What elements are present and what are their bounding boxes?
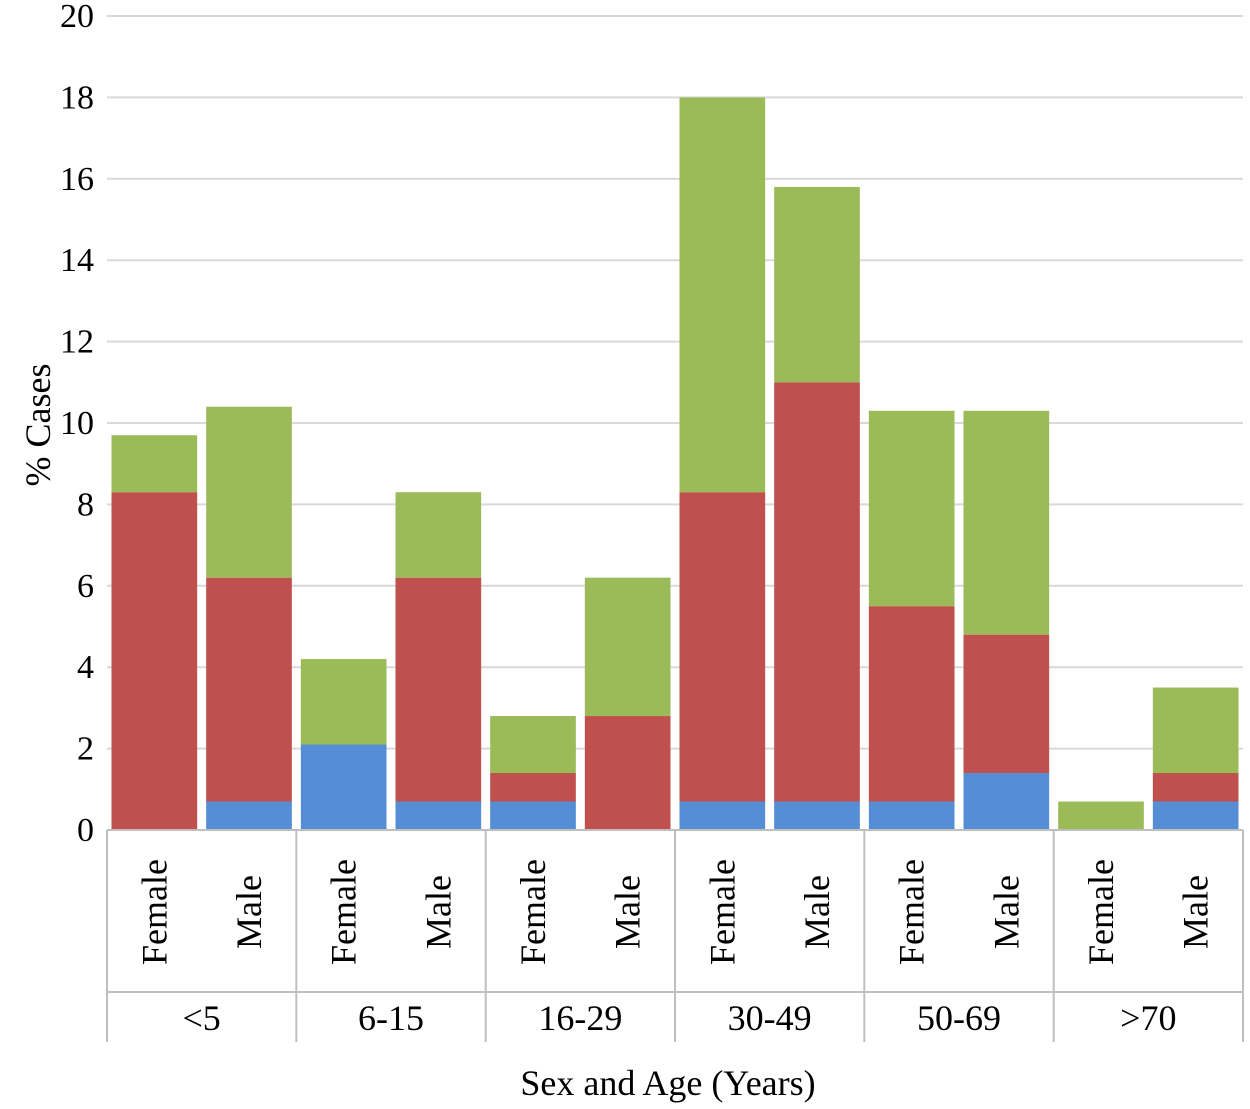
y-tick-label: 10 — [60, 405, 94, 442]
bar-segment-series-2 — [774, 186, 860, 383]
x-category-label: Male — [608, 875, 648, 949]
bar-segment-series-1 — [490, 773, 576, 802]
x-group-label: <5 — [183, 998, 221, 1038]
gridlines — [107, 15, 1243, 831]
x-group-label: 16-29 — [538, 998, 622, 1038]
x-category-label: Female — [513, 859, 553, 965]
bar-segment-series-2 — [490, 716, 576, 774]
bar-segment-series-0 — [395, 801, 482, 830]
bar-segment-series-1 — [206, 577, 292, 802]
y-tick-label: 4 — [77, 649, 94, 686]
axes: 0 2 4 6 8 10 12 14 16 18 20 Female Male Female Male Fem… — [60, 0, 1244, 1042]
y-tick-label: 12 — [60, 324, 94, 361]
bar-segment-series-2 — [300, 659, 387, 745]
x-category-label: Female — [1081, 859, 1121, 965]
x-group-label: 6-15 — [358, 998, 424, 1038]
y-tick-label: 14 — [60, 242, 94, 279]
x-category-label: Female — [702, 859, 742, 965]
bar-segment-series-2 — [206, 406, 292, 578]
bar-segment-series-2 — [584, 577, 671, 717]
y-tick-label: 20 — [60, 0, 94, 35]
x-group-label: >70 — [1120, 998, 1176, 1038]
bar-segment-series-0 — [206, 801, 292, 830]
bar-segment-series-2 — [963, 410, 1050, 635]
y-tick-label: 0 — [77, 812, 94, 849]
x-category-label: Male — [797, 875, 837, 949]
bar-segment-series-2 — [395, 492, 482, 578]
x-category-label: Female — [324, 859, 364, 965]
x-axis-title: Sex and Age (Years) — [520, 1063, 815, 1103]
bar-segment-series-2 — [1152, 687, 1239, 774]
bar-segment-series-1 — [679, 492, 766, 802]
x-group-label: 50-69 — [917, 998, 1001, 1038]
y-axis-title: % Cases — [18, 364, 58, 487]
x-category-label: Male — [229, 875, 269, 949]
bar-segment-series-0 — [679, 801, 766, 830]
bar-segment-series-1 — [584, 716, 671, 830]
bar-segment-series-1 — [395, 577, 482, 802]
bar-segment-series-1 — [774, 382, 860, 802]
y-tick-label: 8 — [77, 486, 94, 523]
bar-segment-series-2 — [868, 410, 955, 607]
x-category-label: Female — [892, 859, 932, 965]
x-category-label: Female — [134, 859, 174, 965]
bar-segment-series-1 — [963, 634, 1050, 774]
bar-segment-series-2 — [1058, 801, 1144, 830]
bar-segment-series-0 — [963, 773, 1050, 830]
bars — [111, 97, 1239, 830]
x-category-label: Male — [418, 875, 458, 949]
x-group-label: 30-49 — [728, 998, 812, 1038]
y-tick-label: 6 — [77, 568, 94, 605]
bar-segment-series-0 — [300, 744, 387, 830]
bar-segment-series-1 — [1152, 773, 1239, 802]
x-category-label: Male — [1176, 875, 1216, 949]
bar-segment-series-1 — [111, 492, 198, 830]
y-tick-label: 18 — [60, 79, 94, 116]
bar-segment-series-2 — [679, 97, 766, 493]
bar-segment-series-1 — [868, 606, 955, 802]
y-tick-label: 2 — [77, 731, 94, 768]
bar-segment-series-2 — [111, 435, 198, 493]
bar-segment-series-0 — [868, 801, 955, 830]
bar-segment-series-0 — [490, 801, 576, 830]
x-category-label: Male — [986, 875, 1026, 949]
y-tick-label: 16 — [60, 161, 94, 198]
bar-segment-series-0 — [774, 801, 860, 830]
bar-segment-series-0 — [1152, 801, 1239, 830]
